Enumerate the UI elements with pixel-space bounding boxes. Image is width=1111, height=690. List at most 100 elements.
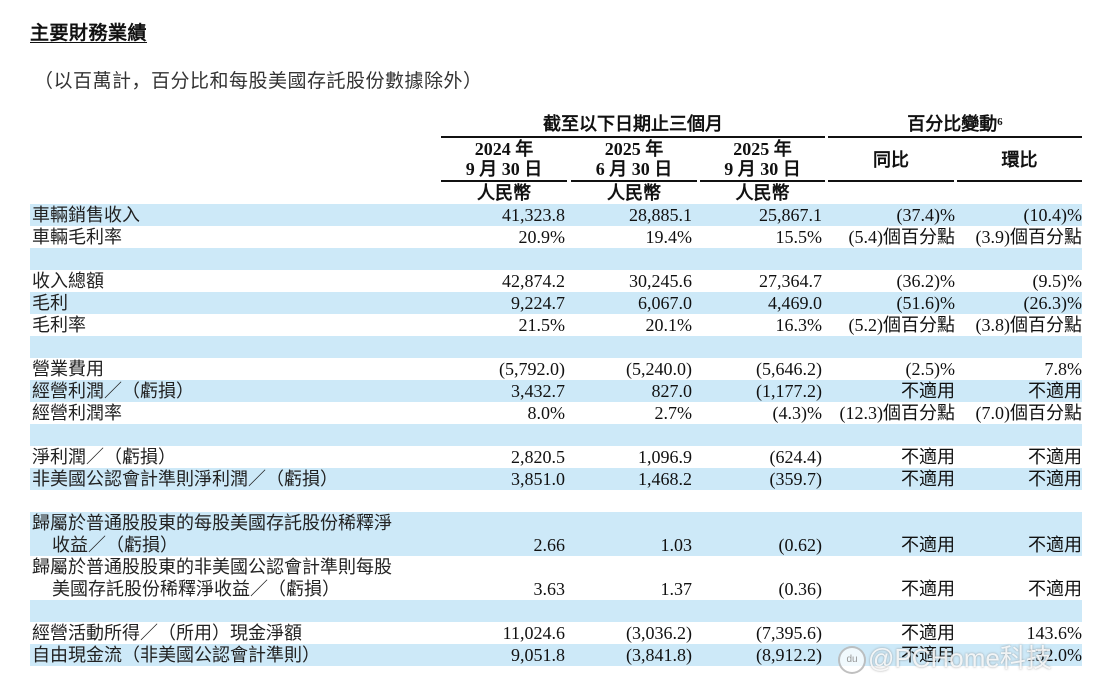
watermark-text: @PCHome科技 xyxy=(868,643,1052,673)
value-q2-2025: 1.37 xyxy=(660,579,693,599)
value-q3-2024: 3,432.7 xyxy=(511,381,565,401)
value-qoq: 不適用 xyxy=(1028,469,1082,489)
value-qoq: 7.8% xyxy=(1044,359,1083,379)
header-rule-col3 xyxy=(700,180,825,182)
value-q3-2025: 16.3% xyxy=(775,315,823,335)
value-q2-2025: 20.1% xyxy=(645,315,693,335)
col3-date: 9 月 30 日 xyxy=(724,159,801,179)
value-q3-2025: (359.7) xyxy=(769,469,823,489)
value-qoq: (9.5)% xyxy=(1032,271,1082,291)
header-rule-top-change xyxy=(828,136,1082,138)
col3-currency: 人民幣 xyxy=(735,183,790,203)
value-q3-2025: (0.36) xyxy=(778,579,823,599)
financial-table-body: 車輛銷售收入 41,323.8 28,885.1 25,867.1 (37.4)… xyxy=(30,204,1082,666)
value-q3-2025: (0.62) xyxy=(778,535,823,555)
table-row: 收入總額 42,874.2 30,245.6 27,364.7 (36.2)% … xyxy=(30,270,1082,292)
value-q3-2024: 3.63 xyxy=(533,579,566,599)
value-q3-2024: 11,024.6 xyxy=(502,623,565,643)
value-yoy: (37.4)% xyxy=(896,205,955,225)
value-q3-2024: 2.66 xyxy=(533,535,566,555)
value-q3-2025: (5,646.2) xyxy=(756,359,822,379)
value-q2-2025: 827.0 xyxy=(651,381,693,401)
header-rule-col1 xyxy=(441,180,567,182)
row-label: 經營利潤／（虧損） xyxy=(32,381,194,401)
value-q2-2025: 30,245.6 xyxy=(629,271,692,291)
col4-header: 同比 xyxy=(873,150,909,170)
col1-year: 2024 年 xyxy=(474,139,534,159)
table-row: 經營利潤／（虧損） 3,432.7 827.0 (1,177.2) 不適用 不適… xyxy=(30,380,1082,402)
value-qoq: (7.0)個百分點 xyxy=(975,403,1083,423)
value-yoy: 不適用 xyxy=(901,381,955,401)
row-label: 歸屬於普通股股東的每股美國存託股份稀釋淨 收益／（虧損） xyxy=(32,512,392,556)
table-row: 營業費用 (5,792.0) (5,240.0) (5,646.2) (2.5)… xyxy=(30,358,1082,380)
period-group-header: 截至以下日期止三個月 xyxy=(543,114,723,134)
table-row: 經營活動所得／（所用）現金淨額 11,024.6 (3,036.2) (7,39… xyxy=(30,622,1082,644)
value-yoy: (5.2)個百分點 xyxy=(848,315,956,335)
col2-date: 6 月 30 日 xyxy=(595,159,673,179)
table-row: 毛利率 21.5% 20.1% 16.3% (5.2)個百分點 (3.8)個百分… xyxy=(30,314,1082,336)
value-yoy: 不適用 xyxy=(901,645,955,665)
value-yoy: 不適用 xyxy=(901,623,955,643)
value-qoq: 143.6% xyxy=(1026,623,1083,643)
col1-currency: 人民幣 xyxy=(477,183,531,203)
value-yoy: 不適用 xyxy=(901,579,955,599)
value-q2-2025: 2.7% xyxy=(654,403,693,423)
row-label: 車輛銷售收入 xyxy=(32,205,140,225)
table-spacer-row xyxy=(30,490,1082,512)
table-spacer-row xyxy=(30,424,1082,446)
value-qoq: (3.9)個百分點 xyxy=(975,227,1083,247)
value-q3-2024: (5,792.0) xyxy=(499,359,565,379)
value-q3-2024: 20.9% xyxy=(518,227,566,247)
value-q3-2025: 4,469.0 xyxy=(768,293,822,313)
table-row: 車輛銷售收入 41,323.8 28,885.1 25,867.1 (37.4)… xyxy=(30,204,1082,226)
table-spacer-row xyxy=(30,336,1082,358)
value-qoq: (26.3)% xyxy=(1023,293,1082,313)
value-q3-2024: 9,224.7 xyxy=(511,293,565,313)
col2-header: 2025 年 6 月 30 日 xyxy=(571,139,697,179)
section-title: 主要財務業績 xyxy=(30,23,148,44)
value-q3-2025: (8,912.2) xyxy=(756,645,822,665)
row-label: 毛利率 xyxy=(32,315,86,335)
value-qoq: (10.4)% xyxy=(1023,205,1082,225)
row-label-line2: 美國存託股份稀釋淨收益／（虧損） xyxy=(52,579,340,599)
value-qoq: 不適用 xyxy=(1028,447,1082,467)
value-q3-2024: 41,323.8 xyxy=(502,205,565,225)
col3-header: 2025 年 9 月 30 日 xyxy=(700,139,825,179)
table-row: 車輛毛利率 20.9% 19.4% 15.5% (5.4)個百分點 (3.9)個… xyxy=(30,226,1082,248)
value-q3-2025: 27,364.7 xyxy=(759,271,822,291)
table-row: 自由現金流（非美國公認會計準則） 9,051.8 (3,841.8) (8,91… xyxy=(30,644,1082,666)
value-q3-2024: 9,051.8 xyxy=(511,645,565,665)
value-q3-2024: 3,851.0 xyxy=(511,469,565,489)
value-q2-2025: 19.4% xyxy=(645,227,693,247)
value-yoy: (5.4)個百分點 xyxy=(848,227,956,247)
value-q2-2025: (3,841.8) xyxy=(626,645,692,665)
col5-header: 環比 xyxy=(1001,150,1038,170)
value-qoq: 132.0% xyxy=(1026,645,1083,665)
units-note: （以百萬計，百分比和每股美國存託股份數據除外） xyxy=(34,71,483,92)
col3-year: 2025 年 xyxy=(733,139,792,159)
value-q3-2024: 42,874.2 xyxy=(502,271,565,291)
header-rule-col2 xyxy=(571,180,697,182)
value-yoy: 不適用 xyxy=(901,535,955,555)
value-q3-2025: 15.5% xyxy=(775,227,823,247)
baidu-paw-icon: du xyxy=(838,646,866,675)
value-q2-2025: 28,885.1 xyxy=(629,205,692,225)
value-q2-2025: 1.03 xyxy=(660,535,693,555)
row-label: 經營活動所得／（所用）現金淨額 xyxy=(32,623,302,643)
value-yoy: (12.3)個百分點 xyxy=(839,403,956,423)
col2-currency: 人民幣 xyxy=(607,183,661,203)
row-label: 自由現金流（非美國公認會計準則） xyxy=(32,645,320,665)
row-label: 淨利潤／（虧損） xyxy=(32,447,176,467)
row-label: 收入總額 xyxy=(32,271,104,291)
table-spacer-row xyxy=(30,600,1082,622)
value-q2-2025: (5,240.0) xyxy=(626,359,692,379)
table-row: 歸屬於普通股股東的非美國公認會計準則每股 美國存託股份稀釋淨收益／（虧損） 3.… xyxy=(30,556,1082,600)
value-q2-2025: 1,468.2 xyxy=(638,469,692,489)
table-row: 歸屬於普通股股東的每股美國存託股份稀釋淨 收益／（虧損） 2.66 1.03 (… xyxy=(30,512,1082,556)
value-yoy: (36.2)% xyxy=(896,271,955,291)
col1-header: 2024 年 9 月 30 日 xyxy=(441,139,567,179)
value-q2-2025: (3,036.2) xyxy=(626,623,692,643)
row-label-line1: 歸屬於普通股股東的非美國公認會計準則每股 xyxy=(32,557,392,577)
row-label: 歸屬於普通股股東的非美國公認會計準則每股 美國存託股份稀釋淨收益／（虧損） xyxy=(32,556,392,600)
row-label: 營業費用 xyxy=(32,359,104,379)
